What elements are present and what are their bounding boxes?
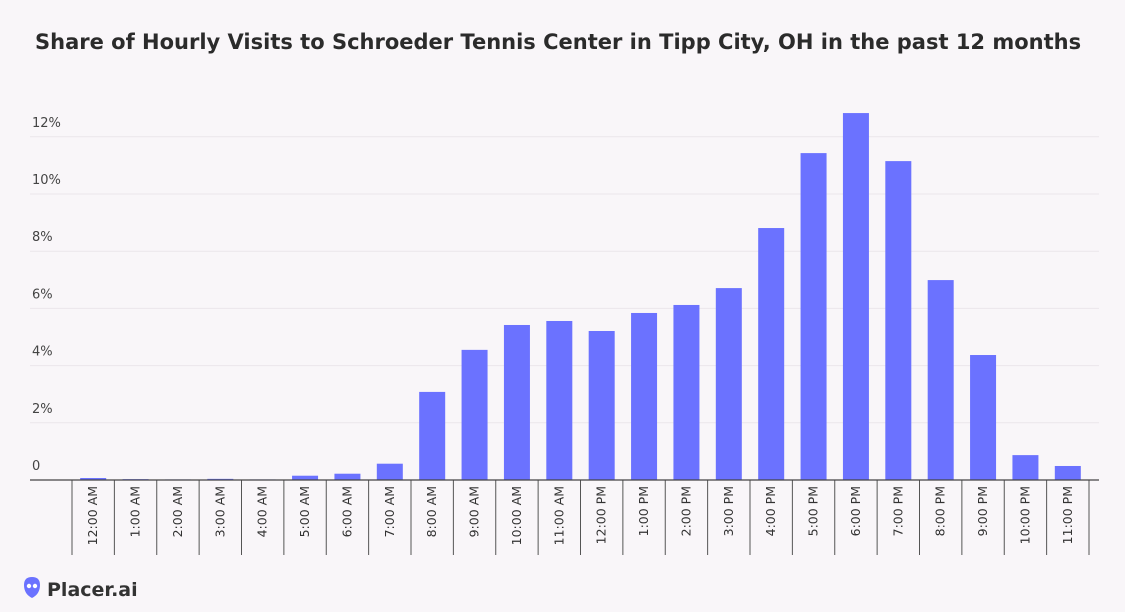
x-tick-label: 10:00 AM: [509, 486, 524, 545]
x-tick-label: 7:00 AM: [382, 486, 397, 537]
y-tick-label: 8%: [32, 230, 53, 245]
x-tick-label: 11:00 AM: [551, 486, 566, 545]
bar: [376, 463, 403, 480]
bar: [927, 280, 954, 480]
x-tick-label: 4:00 PM: [763, 486, 778, 536]
bar: [292, 475, 319, 480]
y-tick-label: 2%: [32, 402, 53, 417]
brand-name: Placer.ai: [47, 579, 138, 601]
bar: [419, 391, 446, 480]
x-tick-label: 1:00 AM: [128, 486, 143, 537]
y-tick-label: 12%: [32, 116, 61, 131]
bar: [503, 324, 530, 480]
x-tick-label: 6:00 AM: [339, 486, 354, 537]
bar: [715, 288, 742, 480]
y-tick-label: 0: [32, 459, 40, 474]
x-tick-label: 2:00 AM: [170, 486, 185, 537]
x-tick-label: 12:00 AM: [85, 486, 100, 545]
bar: [80, 477, 107, 480]
bar: [970, 355, 997, 480]
brand-logo: [24, 577, 40, 598]
x-tick-label: 4:00 AM: [255, 486, 270, 537]
x-tick-label: 2:00 PM: [678, 486, 693, 536]
chart-title: Share of Hourly Visits to Schroeder Tenn…: [35, 30, 1081, 54]
bar: [758, 228, 785, 480]
x-tick-label: 7:00 PM: [890, 486, 905, 536]
bar: [546, 320, 573, 480]
bar: [885, 161, 912, 481]
x-tick-label: 11:00 PM: [1060, 486, 1075, 544]
x-tick-label: 8:00 PM: [933, 486, 948, 536]
x-tick-label: 5:00 PM: [806, 486, 821, 536]
bar: [800, 153, 827, 481]
y-tick-label: 6%: [32, 287, 53, 302]
bar: [842, 113, 869, 480]
x-tick-label: 3:00 PM: [721, 486, 736, 536]
x-tick-label: 3:00 AM: [212, 486, 227, 537]
bar: [334, 473, 361, 480]
y-tick-label: 10%: [32, 173, 61, 188]
x-tick-label: 12:00 PM: [594, 486, 609, 544]
bar: [1012, 455, 1039, 480]
x-tick-label: 5:00 AM: [297, 486, 312, 537]
bar: [673, 304, 700, 480]
bar: [631, 312, 658, 480]
x-tick-label: 9:00 PM: [975, 486, 990, 536]
x-tick-label: 10:00 PM: [1017, 486, 1032, 544]
x-tick-label: 6:00 PM: [848, 486, 863, 536]
x-tick-label: 8:00 AM: [424, 486, 439, 537]
bar: [588, 330, 615, 480]
bar: [461, 349, 488, 480]
bar: [1054, 465, 1081, 480]
x-tick-label: 9:00 AM: [467, 486, 482, 537]
y-tick-label: 4%: [32, 345, 53, 360]
x-tick-label: 1:00 PM: [636, 486, 651, 536]
